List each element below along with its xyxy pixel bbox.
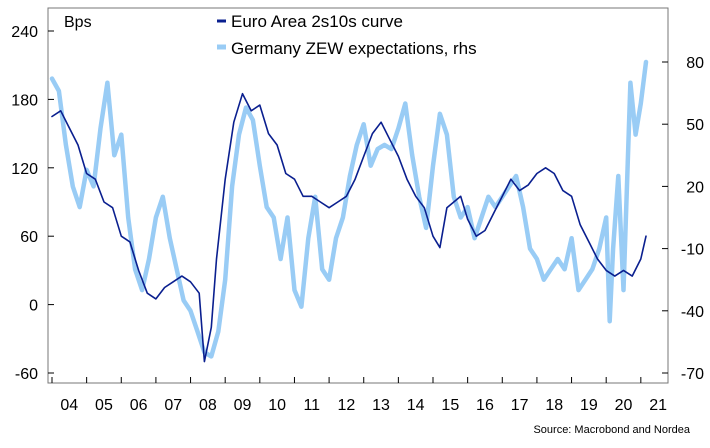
x-tick-label: 05 [95, 397, 113, 414]
x-tick-label: 16 [476, 397, 494, 414]
x-tick-label: 18 [545, 397, 563, 414]
x-tick-label: 19 [580, 397, 598, 414]
y-right-tick-label: 80 [686, 55, 704, 72]
series-line-curve [51, 92, 647, 363]
y-right-tick-label: -70 [681, 366, 704, 383]
legend: Euro Area 2s10s curve Germany ZEW expect… [217, 12, 477, 58]
y-left-tick-label: 60 [20, 229, 38, 246]
x-tick-label: 12 [338, 397, 356, 414]
x-tick-label: 08 [199, 397, 217, 414]
y-unit-label: Bps [64, 14, 92, 31]
x-tick-label: 09 [234, 397, 252, 414]
x-tick-label: 10 [268, 397, 286, 414]
x-tick-label: 21 [649, 397, 667, 414]
y-left-tick-label: 180 [11, 92, 38, 109]
x-tick-label: 13 [372, 397, 390, 414]
x-axis-ticks: 04 05 06 07 08 09 10 11 12 13 14 15 16 17 18 19 20 21 [51, 377, 667, 414]
y-right-tick-label: 20 [686, 179, 704, 196]
x-tick-label: 17 [511, 397, 529, 414]
y-right-tick-label: -10 [681, 242, 704, 259]
source-note: Source: Macrobond and Nordea [533, 424, 690, 436]
legend-label-curve: Euro Area 2s10s curve [231, 12, 403, 31]
y-axis-left: -60 0 60 120 180 240 [11, 24, 54, 383]
legend-label-zew: Germany ZEW expectations, rhs [231, 39, 477, 58]
plot-frame [47, 7, 669, 384]
y-axis-right: -70 -40 -10 20 50 80 [662, 55, 704, 383]
x-tick-label: 11 [303, 397, 320, 414]
series-line-zew [49, 59, 649, 359]
y-right-tick-label: 50 [686, 117, 704, 134]
y-left-tick-label: 0 [29, 298, 38, 315]
x-tick-label: 04 [60, 397, 78, 414]
y-left-tick-label: 120 [11, 161, 38, 178]
y-right-tick-label: -40 [681, 304, 704, 321]
y-left-tick-label: -60 [15, 366, 38, 383]
x-tick-label: 07 [164, 397, 182, 414]
x-tick-label: 15 [441, 397, 459, 414]
y-left-tick-label: 240 [11, 24, 38, 41]
x-tick-label: 14 [407, 397, 425, 414]
x-tick-label: 06 [130, 397, 148, 414]
plot-border [47, 7, 669, 384]
x-tick-label: 20 [615, 397, 633, 414]
series-layer [49, 59, 649, 363]
